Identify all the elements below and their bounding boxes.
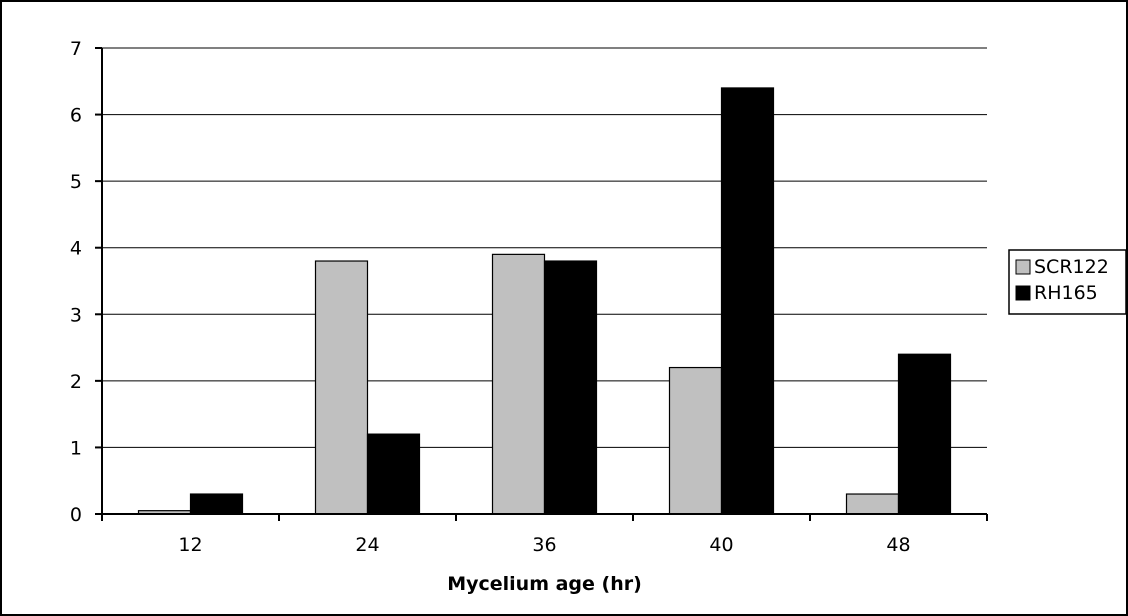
bar-rh165-48 [897, 353, 952, 515]
bar-scr122-40 [668, 366, 723, 515]
y-tick-label: 3 [70, 304, 82, 326]
axes [95, 47, 988, 521]
y-tick-label: 1 [70, 437, 82, 459]
legend-label-scr122: SCR122 [1034, 256, 1109, 278]
legend: SCR122 RH165 [1008, 249, 1126, 315]
y-tick-label: 4 [70, 238, 82, 260]
bar-rh165-12 [189, 493, 244, 515]
bar-rh165-36 [543, 260, 598, 515]
y-tick-label: 2 [70, 371, 82, 393]
legend-label-rh165: RH165 [1034, 282, 1098, 304]
y-tick-label: 6 [70, 105, 82, 127]
x-tick-labels: 12 24 36 40 48 [178, 534, 910, 556]
y-tick-label: 0 [70, 504, 82, 526]
x-tick-label: 40 [709, 534, 733, 556]
bar-rh165-40 [720, 87, 775, 515]
bar-scr122-24 [314, 260, 369, 515]
y-tick-label: 5 [70, 171, 82, 193]
x-axis-title: Mycelium age (hr) [447, 573, 642, 595]
x-tick-label: 12 [178, 534, 202, 556]
legend-swatch-rh165 [1015, 285, 1031, 301]
bar-scr122-48 [845, 493, 900, 515]
y-tick-label: 7 [70, 38, 82, 60]
x-tick-label: 48 [886, 534, 910, 556]
bar-rh165-24 [366, 433, 421, 515]
y-tick-labels: 0 1 2 3 4 5 6 7 [70, 38, 82, 526]
bar-scr122-36 [491, 253, 546, 515]
x-tick-label: 24 [355, 534, 379, 556]
legend-swatch-scr122 [1015, 259, 1031, 275]
x-tick-label: 36 [532, 534, 556, 556]
bars [137, 87, 952, 515]
